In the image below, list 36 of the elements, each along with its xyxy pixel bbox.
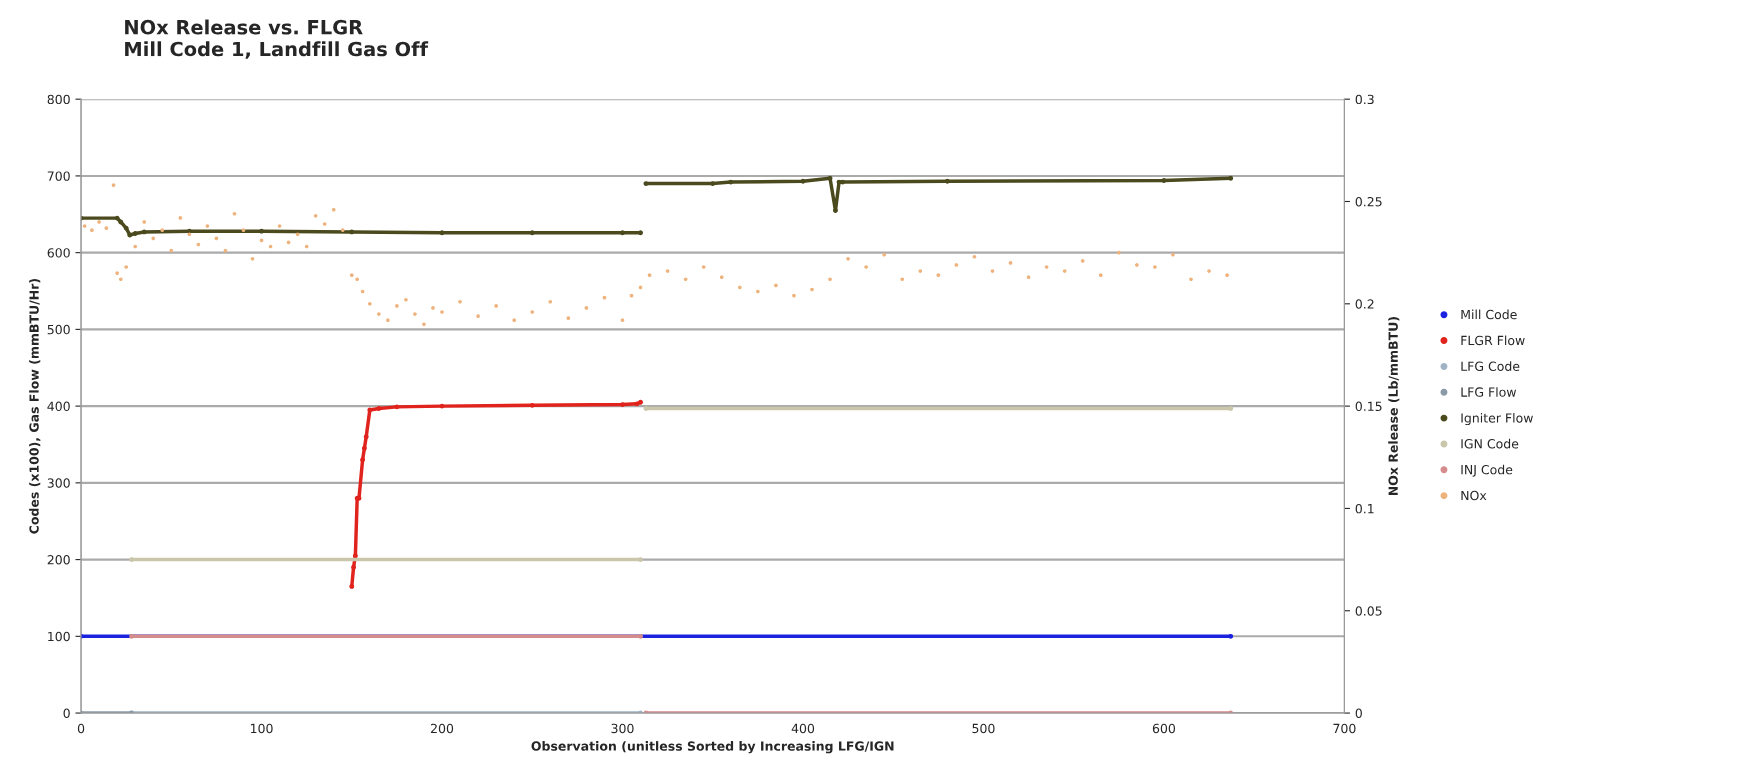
legend-label: IGN Code [1461,438,1519,449]
x-tick-label: 0 [77,723,85,734]
legend-label: Mill Code [1461,309,1517,320]
x-tick-label: 200 [431,723,454,734]
x-tick-label: 700 [1333,723,1356,734]
legend-label: NOx [1461,490,1487,501]
y-axis-title: Codes (x100), Gas Flow (mmBTU/Hr) [29,279,41,534]
legend-label: INJ Code [1461,464,1513,477]
y-tick-label: 0 [63,708,70,718]
y-tick-label: 300 [47,478,70,488]
y2-tick-label: 0.3 [1355,94,1374,105]
y-tick-label: 500 [47,324,70,335]
y-tick-label: 100 [48,631,70,642]
x-tick-label: 300 [611,723,634,734]
y2-tick-label: 0.25 [1355,196,1382,207]
x-tick-label: 100 [250,723,273,734]
y-tick-label: 700 [47,171,70,181]
y-tick-label: 600 [47,248,70,258]
y2-tick-label: 0 [1355,708,1362,718]
legend-label: Igniter Flow [1461,413,1533,426]
legend-label: FLGR Flow [1461,335,1525,346]
y-tick-label: 200 [47,555,70,565]
y2-tick-label: 0.15 [1355,401,1382,412]
y-tick-label: 400 [47,401,70,412]
y2-tick-label: 0.1 [1355,503,1374,514]
x-tick-label: 500 [972,723,995,734]
x-tick-label: 400 [791,723,815,734]
legend-label: LFG Flow [1461,387,1517,397]
y-tick-label: 800 [47,94,70,105]
y2-tick-label: 0.2 [1355,299,1374,309]
y2-axis-title: NOx Release (Lb/mmBTU) [1388,317,1400,496]
x-tick-label: 600 [1152,723,1176,734]
legend-label: LFG Code [1461,361,1520,371]
y2-tick-label: 0.05 [1355,606,1382,616]
chart-title: NOx Release vs. FLGR Mill Code 1, Landfill Gas Off [125,19,429,59]
x-axis-title: Observation (unitless Sorted by Increasing LFG/IGN [531,741,894,754]
